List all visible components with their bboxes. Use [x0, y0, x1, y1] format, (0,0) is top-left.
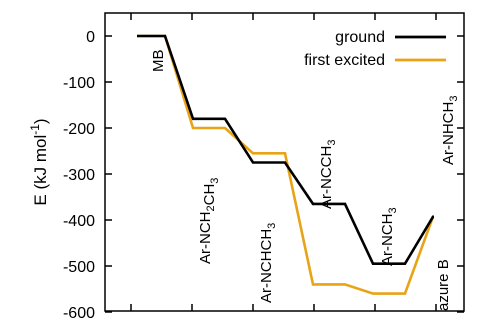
- plot-frame: [104, 12, 465, 312]
- state-labels: MB Ar-NCH2CH3 Ar-NCHCH3 Ar-NCCH3 Ar-NCH3 Ar-N…: [150, 50, 460, 312]
- y-tick-label: -500: [63, 259, 95, 276]
- y-axis-ticks: 0 -100 -200 -300 -400 -500 -600: [63, 29, 464, 321]
- y-tick-label: -600: [63, 305, 95, 321]
- y-tick-label: 0: [86, 29, 95, 46]
- state-label-Ar-NCHCH3: Ar-NCHCH3: [258, 223, 278, 303]
- y-tick-label: -200: [63, 121, 95, 138]
- y-tick-label: -300: [63, 167, 95, 184]
- x-axis-ticks: [130, 13, 437, 311]
- series-line-ground: [137, 34, 435, 266]
- state-label-Ar-NHCH3: Ar-NHCH3: [440, 96, 460, 165]
- legend-label: first excited: [304, 52, 385, 69]
- y-tick-label: -100: [63, 75, 95, 92]
- legend: ground first excited: [304, 29, 446, 69]
- state-label-Ar-NCH3: Ar-NCH3: [379, 207, 399, 266]
- y-tick-label: -400: [63, 213, 95, 230]
- state-label-Ar-NCH2CH3: Ar-NCH2CH3: [197, 178, 221, 264]
- state-label-Ar-NCCH3: Ar-NCCH3: [318, 140, 338, 209]
- state-label-MB: MB: [150, 50, 167, 73]
- state-label-azure B: azure B: [435, 259, 452, 311]
- legend-label: ground: [335, 29, 385, 46]
- series-line-first-excited: [137, 34, 435, 295]
- y-axis-title: E (kJ mol-1): [28, 118, 50, 205]
- series-lines: [137, 34, 435, 295]
